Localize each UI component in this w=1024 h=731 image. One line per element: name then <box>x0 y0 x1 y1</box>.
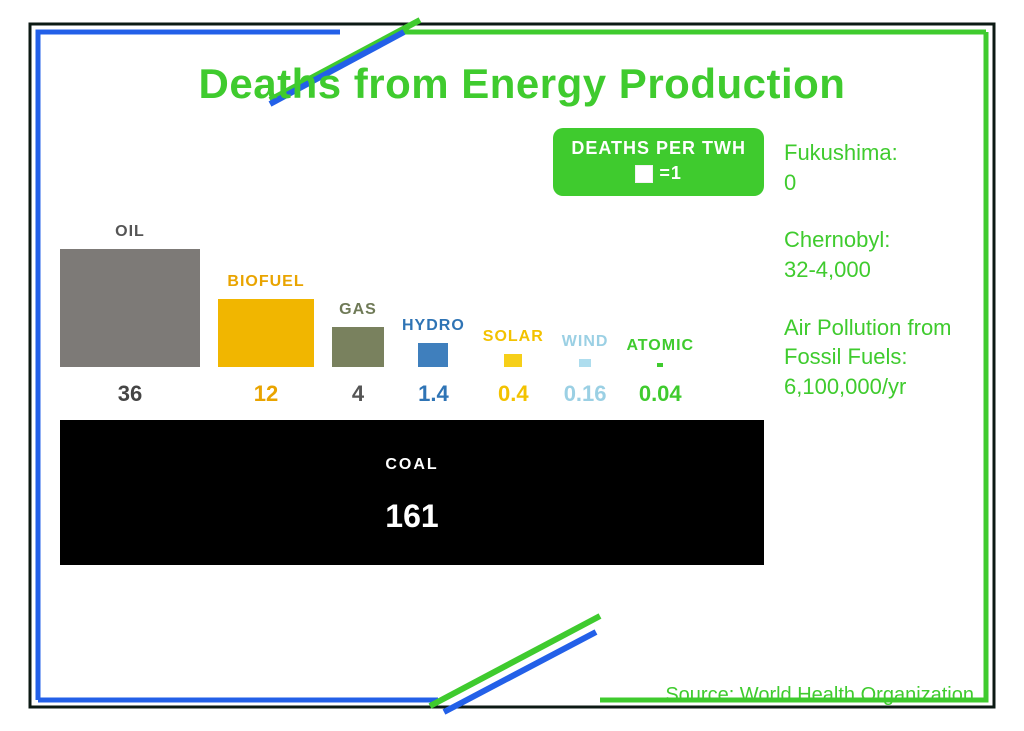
bar-label: BIOFUEL <box>227 273 304 291</box>
bar-value: 4 <box>352 381 364 407</box>
legend-box: DEATHS PER TWH =1 <box>553 128 764 196</box>
bars-row: OIL 36 BIOFUEL 12 GAS 4 HYDRO 1.4 SOLAR 0.4 WIND 0.… <box>60 208 764 408</box>
bar-value: 1.4 <box>418 381 449 407</box>
coal-block: COAL 161 <box>60 420 764 565</box>
side-note-label: Air Pollution from Fossil Fuels: <box>784 313 984 372</box>
bar-label: ATOMIC <box>626 337 694 355</box>
bar-label: HYDRO <box>402 317 465 335</box>
bar-rect <box>504 354 522 367</box>
bar-rect <box>218 299 314 367</box>
bar-item: SOLAR 0.4 <box>483 328 544 407</box>
bar-rect <box>60 249 200 367</box>
bar-item: ATOMIC 0.04 <box>626 337 694 407</box>
bar-value: 0.16 <box>564 381 607 407</box>
chart-title: Deaths from Energy Production <box>60 60 984 108</box>
bar-item: WIND 0.16 <box>562 333 609 407</box>
bar-item: OIL 36 <box>60 223 200 407</box>
side-note-value: 6,100,000/yr <box>784 372 984 402</box>
coal-value: 161 <box>60 498 764 535</box>
bar-item: GAS 4 <box>332 301 384 407</box>
bar-label: OIL <box>115 223 145 241</box>
bar-label: GAS <box>339 301 377 319</box>
side-note: Fukushima:0 <box>784 138 984 197</box>
side-notes: Fukushima:0 Chernobyl:32-4,000 Air Polluti… <box>784 138 984 565</box>
side-note-label: Chernobyl: <box>784 225 984 255</box>
bar-rect <box>418 343 448 367</box>
side-note-value: 32-4,000 <box>784 255 984 285</box>
bar-rect <box>657 363 663 367</box>
bar-rect <box>579 359 591 367</box>
bar-value: 36 <box>118 381 142 407</box>
side-note: Air Pollution from Fossil Fuels:6,100,00… <box>784 313 984 402</box>
bar-rect <box>332 327 384 367</box>
legend-square-icon <box>635 165 653 183</box>
chart-area: DEATHS PER TWH =1 OIL 36 BIOFUEL 12 GAS 4 HYDR… <box>60 138 764 565</box>
bar-value: 0.4 <box>498 381 529 407</box>
source-text: Source: World Health Organization <box>665 684 974 707</box>
legend-unit: =1 <box>659 163 682 184</box>
bar-value: 12 <box>254 381 278 407</box>
bar-item: BIOFUEL 12 <box>218 273 314 407</box>
side-note-label: Fukushima: <box>784 138 984 168</box>
legend-title: DEATHS PER TWH <box>571 138 746 159</box>
side-note: Chernobyl:32-4,000 <box>784 225 984 284</box>
bar-value: 0.04 <box>639 381 682 407</box>
side-note-value: 0 <box>784 168 984 198</box>
bar-label: SOLAR <box>483 328 544 346</box>
coal-label: COAL <box>60 456 764 474</box>
bar-item: HYDRO 1.4 <box>402 317 465 407</box>
bar-label: WIND <box>562 333 609 351</box>
